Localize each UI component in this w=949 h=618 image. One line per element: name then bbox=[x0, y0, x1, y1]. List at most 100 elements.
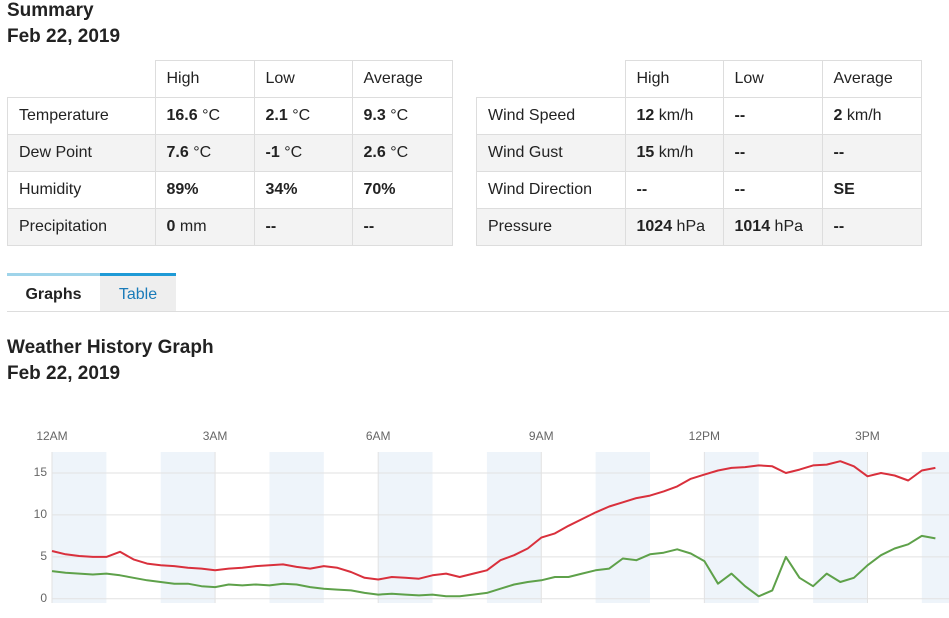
header-cell: Average bbox=[821, 60, 922, 98]
cell-value: 15 bbox=[636, 144, 655, 161]
cell-value: -- bbox=[363, 218, 375, 235]
cell: 34% bbox=[253, 171, 353, 209]
row: Wind Gust 15 km/h -- -- bbox=[476, 134, 922, 172]
cell-value: -- bbox=[833, 144, 845, 161]
cell-value: 7.6 bbox=[166, 144, 189, 161]
row-label: Wind Speed bbox=[476, 97, 625, 135]
row: Pressure 1024 hPa 1014 hPa -- bbox=[476, 208, 922, 246]
hour-band bbox=[486, 452, 542, 603]
cell-unit: °C bbox=[390, 107, 409, 124]
header-cell: Low bbox=[253, 60, 353, 98]
header-cell: High bbox=[154, 60, 255, 98]
cell-value: 0 bbox=[166, 218, 176, 235]
cell: -1 °C bbox=[253, 134, 353, 172]
cell-unit: °C bbox=[284, 144, 303, 161]
cell: 16.6 °C bbox=[154, 97, 255, 135]
cell: 9.3 °C bbox=[351, 97, 453, 135]
cell: SE bbox=[821, 171, 922, 209]
x-tick-label: 12AM bbox=[36, 429, 67, 443]
cell: 7.6 °C bbox=[154, 134, 255, 172]
cell-value: 9.3 bbox=[363, 107, 386, 124]
cell-value: -- bbox=[734, 107, 746, 124]
cell: 1014 hPa bbox=[722, 208, 823, 246]
cell: 1024 hPa bbox=[624, 208, 724, 246]
row: Wind Direction -- -- SE bbox=[476, 171, 922, 209]
header-cell: Low bbox=[722, 60, 823, 98]
cell: 89% bbox=[154, 171, 255, 209]
cell-value: 1024 bbox=[636, 218, 673, 235]
cell: -- bbox=[821, 208, 922, 246]
summary-title: Summary bbox=[7, 0, 94, 21]
cell: -- bbox=[821, 134, 922, 172]
chart: 0 5 10 15 12AM 3AM 6AM 9AM 12PM 3PM bbox=[34, 429, 949, 605]
series-line bbox=[51, 534, 936, 598]
tab[interactable]: Table bbox=[100, 273, 176, 311]
hour-band bbox=[160, 452, 216, 603]
cell: -- bbox=[722, 171, 823, 209]
cell-value: 2.6 bbox=[363, 144, 386, 161]
row-label: Precipitation bbox=[7, 208, 155, 246]
cell-value: 2 bbox=[833, 107, 843, 124]
cell-value: 89% bbox=[166, 181, 199, 198]
cell-unit: mm bbox=[179, 218, 207, 235]
cell: -- bbox=[253, 208, 353, 246]
cell-value: 16.6 bbox=[166, 107, 198, 124]
cell: 0 mm bbox=[154, 208, 255, 246]
cell: 70% bbox=[351, 171, 453, 209]
row-label: Temperature bbox=[7, 97, 155, 135]
header-cell: Average bbox=[351, 60, 453, 98]
cell: 2 km/h bbox=[821, 97, 922, 135]
header-row: High Low Average bbox=[476, 60, 922, 98]
cell-value: 12 bbox=[636, 107, 655, 124]
cell: 2.1 °C bbox=[253, 97, 353, 135]
cell-unit: °C bbox=[193, 144, 212, 161]
row-label: Wind Gust bbox=[476, 134, 625, 172]
cell-value: -1 bbox=[265, 144, 280, 161]
header-cell: High bbox=[624, 60, 724, 98]
row-label: Pressure bbox=[476, 208, 625, 246]
cell-unit: hPa bbox=[774, 218, 804, 235]
cell: 2.6 °C bbox=[351, 134, 453, 172]
cell-value: -- bbox=[265, 218, 277, 235]
x-tick-label: 3PM bbox=[855, 429, 880, 443]
cell-unit: °C bbox=[390, 144, 409, 161]
cell-value: 2.1 bbox=[265, 107, 288, 124]
x-tick-label: 12PM bbox=[689, 429, 720, 443]
header-row: High Low Average bbox=[7, 60, 453, 98]
cell: -- bbox=[624, 171, 724, 209]
row: Humidity 89% 34% 70% bbox=[7, 171, 453, 209]
y-tick-label: 10 bbox=[34, 507, 48, 521]
x-tick-label: 9AM bbox=[529, 429, 554, 443]
tab[interactable]: Graphs bbox=[7, 273, 100, 311]
cell: -- bbox=[722, 134, 823, 172]
row-label: Dew Point bbox=[7, 134, 155, 172]
cell-value: 70% bbox=[363, 181, 396, 198]
y-tick-label: 15 bbox=[34, 465, 48, 479]
cell-unit: hPa bbox=[676, 218, 706, 235]
cell-unit: km/h bbox=[658, 107, 694, 124]
tabs: Graphs Table bbox=[7, 273, 949, 312]
hour-band bbox=[813, 452, 868, 603]
cell-value: 1014 bbox=[734, 218, 771, 235]
summary-table: High Low Average Wind Speed 12 km/h -- 2 km/h W… bbox=[476, 60, 922, 246]
hour-band bbox=[52, 452, 107, 603]
y-tick-label: 5 bbox=[40, 549, 47, 563]
y-tick-label: 0 bbox=[40, 591, 47, 605]
hour-band bbox=[378, 452, 433, 603]
cell: 15 km/h bbox=[624, 134, 724, 172]
cell-value: -- bbox=[636, 181, 648, 198]
cell-value: -- bbox=[734, 181, 746, 198]
cell-unit: km/h bbox=[658, 144, 694, 161]
cell-unit: km/h bbox=[846, 107, 882, 124]
summary-table: High Low Average Temperature 16.6 °C 2.1 °C 9.… bbox=[7, 60, 453, 246]
row: Wind Speed 12 km/h -- 2 km/h bbox=[476, 97, 922, 135]
hour-band bbox=[704, 452, 759, 603]
cell: 12 km/h bbox=[624, 97, 724, 135]
row: Precipitation 0 mm -- -- bbox=[7, 208, 453, 246]
row: Dew Point 7.6 °C -1 °C 2.6 °C bbox=[7, 134, 453, 172]
cell-value: -- bbox=[833, 218, 845, 235]
graph-date: Feb 22, 2019 bbox=[7, 363, 121, 384]
cell-value: SE bbox=[833, 181, 855, 198]
series-line bbox=[51, 460, 936, 581]
